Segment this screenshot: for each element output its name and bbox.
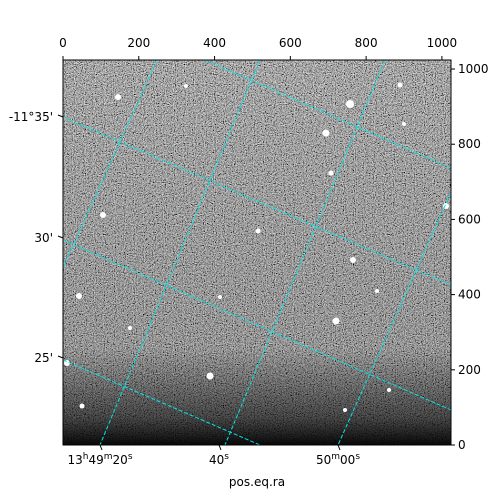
world-x-tick-label: 13h49m20s	[67, 452, 132, 467]
world-x-tick	[99, 444, 103, 451]
world-x-tick-label: 40s	[209, 452, 229, 467]
x-tick-label: 1000	[427, 36, 458, 50]
y-tick-label: 1000	[458, 62, 489, 76]
y-tick-label: 400	[458, 288, 481, 302]
world-y-tick	[57, 114, 64, 118]
frame	[62, 59, 452, 446]
world-y-tick-label: -11°35'	[9, 110, 53, 124]
x-tick-label: 600	[279, 36, 302, 50]
image	[63, 60, 451, 445]
world-y-tick	[57, 355, 64, 359]
y-tick-label: 800	[458, 137, 481, 151]
y-tick-label: 600	[458, 212, 481, 226]
stars	[64, 82, 449, 412]
x-tick-label: 200	[127, 36, 150, 50]
world-x-tick-label: 50m00s	[316, 452, 360, 467]
y-tick-label: 0	[458, 438, 466, 452]
world-x-tick	[218, 444, 222, 451]
world-y-tick-label: 25'	[34, 351, 53, 365]
world-y-tick	[57, 235, 64, 239]
y-tick-label: 200	[458, 363, 481, 377]
world-y-tick-label: 30'	[34, 231, 53, 245]
world-x-tick	[337, 444, 341, 451]
x-axis-label: pos.eq.ra	[229, 475, 285, 489]
x-tick-label: 400	[203, 36, 226, 50]
x-tick-label: 0	[59, 36, 67, 50]
x-tick-label: 800	[355, 36, 378, 50]
world-grid	[63, 60, 451, 445]
